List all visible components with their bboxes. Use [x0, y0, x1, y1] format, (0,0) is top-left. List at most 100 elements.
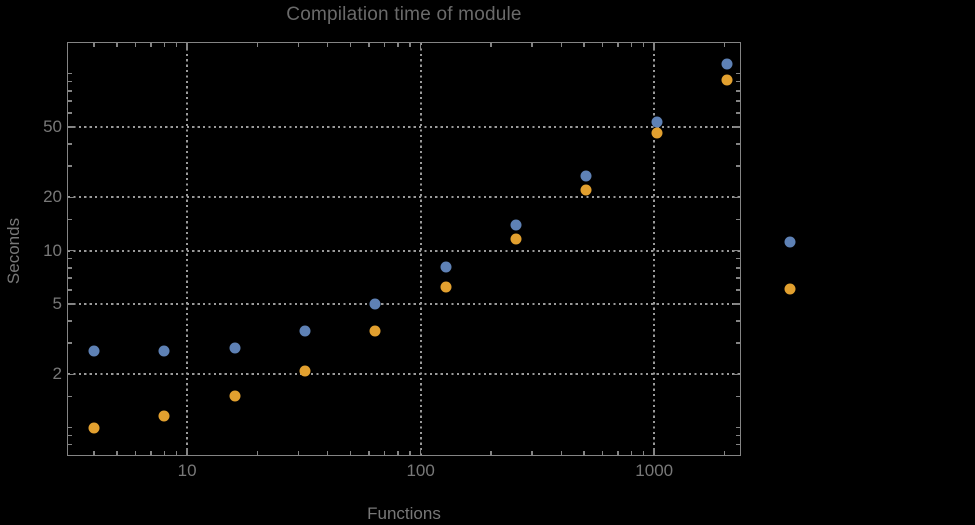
x-tick-top — [186, 43, 188, 50]
x-axis-label: Functions — [367, 504, 441, 523]
y-tick-right — [736, 72, 740, 75]
x-tick-top — [134, 43, 137, 47]
data-point-series-blue — [88, 345, 100, 357]
data-point-series-blue — [440, 261, 452, 273]
y-tick-right — [736, 218, 740, 221]
y-tick-right — [736, 143, 740, 145]
data-point-series-blue — [158, 345, 170, 357]
data-point-series-orange — [229, 390, 241, 402]
y-tick — [68, 218, 72, 221]
y-tick-label: 2 — [52, 364, 62, 384]
y-tick-right — [733, 249, 740, 252]
y-tick — [68, 196, 75, 199]
y-tick-right — [736, 80, 740, 83]
y-tick — [68, 267, 72, 269]
y-tick-right — [736, 395, 740, 398]
x-tick-top — [419, 43, 422, 50]
y-tick — [68, 289, 72, 291]
x-tick — [617, 451, 619, 455]
y-tick — [68, 126, 75, 128]
x-tick-label: 100 — [406, 461, 435, 480]
y-tick — [68, 434, 72, 437]
y-tick-right — [736, 267, 740, 269]
y-tick — [68, 90, 72, 92]
y-tick-label: 10 — [43, 240, 62, 260]
x-tick-top — [531, 43, 533, 47]
y-tick-right — [736, 257, 740, 260]
data-point-series-orange — [721, 74, 733, 86]
x-tick — [560, 451, 563, 455]
y-tick — [68, 165, 72, 167]
x-tick-top — [723, 43, 726, 47]
x-tick-top — [409, 43, 411, 47]
y-tick — [68, 320, 72, 322]
y-tick-right — [733, 126, 740, 128]
y-tick — [68, 112, 72, 114]
data-point-series-orange — [369, 325, 381, 337]
x-tick-top — [583, 43, 585, 47]
x-tick — [150, 451, 152, 455]
y-tick-right — [733, 303, 740, 305]
x-tick — [630, 451, 633, 455]
y-tick-right — [736, 426, 740, 429]
y-tick-label: 20 — [43, 187, 62, 207]
x-tick-top — [642, 43, 645, 47]
y-tick-right — [736, 112, 740, 114]
y-tick-right — [736, 90, 740, 92]
x-gridline — [186, 43, 189, 455]
data-point-series-orange — [510, 233, 522, 245]
x-tick — [490, 451, 492, 455]
x-tick — [256, 451, 259, 455]
y-tick-right — [736, 100, 740, 102]
y-tick — [68, 395, 72, 398]
y-tick-right — [736, 165, 740, 167]
y-tick — [68, 249, 75, 252]
x-tick-top — [601, 43, 604, 47]
x-tick — [134, 451, 137, 455]
legend-marker-series-blue — [784, 236, 796, 248]
x-tick-top — [326, 43, 329, 47]
x-tick-top — [383, 43, 386, 47]
y-tick — [68, 342, 72, 344]
y-gridline — [68, 125, 740, 128]
data-point-series-orange — [299, 365, 311, 377]
x-tick-top — [630, 43, 633, 47]
x-tick — [397, 451, 399, 455]
y-tick-right — [733, 373, 740, 376]
x-tick — [409, 451, 411, 455]
data-point-series-orange — [88, 422, 100, 434]
y-tick-right — [736, 277, 740, 279]
y-tick — [68, 257, 72, 260]
data-point-series-blue — [510, 219, 522, 231]
y-tick-label: 50 — [43, 116, 62, 136]
y-gridline — [68, 196, 740, 199]
y-tick-right — [736, 434, 740, 437]
y-gridline — [68, 302, 740, 305]
x-tick-top — [150, 43, 152, 47]
x-tick-top — [93, 43, 95, 47]
plot-area — [67, 42, 741, 456]
x-tick-label: 10 — [177, 461, 197, 480]
x-tick-top — [256, 43, 259, 47]
x-tick — [297, 451, 300, 455]
x-tick-top — [297, 43, 300, 47]
y-tick-label: 5 — [52, 293, 62, 313]
x-tick-top — [368, 43, 370, 47]
chart-title: Compilation time of module — [286, 4, 522, 25]
y-tick — [68, 303, 75, 305]
x-tick-top — [163, 43, 166, 47]
y-tick — [68, 443, 72, 446]
x-tick-top — [116, 43, 118, 47]
y-tick — [68, 143, 72, 145]
x-tick — [583, 451, 585, 455]
x-tick — [601, 451, 604, 455]
x-tick — [383, 451, 386, 455]
x-tick-top — [490, 43, 492, 47]
x-tick — [642, 451, 645, 455]
data-point-series-blue — [721, 58, 733, 70]
x-tick — [116, 451, 118, 455]
x-tick — [653, 448, 655, 455]
data-point-series-blue — [651, 116, 663, 128]
y-tick-right — [736, 289, 740, 291]
